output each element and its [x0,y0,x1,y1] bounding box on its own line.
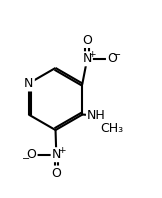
Text: N: N [82,52,92,65]
Text: O: O [82,34,92,47]
Text: O: O [107,52,117,65]
Text: CH₃: CH₃ [100,122,123,135]
Text: O: O [27,148,37,161]
Text: O: O [51,167,61,180]
Text: +: + [89,50,96,59]
Text: +: + [58,146,65,155]
Text: −: − [22,154,30,164]
Text: N: N [52,148,61,161]
Text: N: N [24,77,33,90]
Text: −: − [113,50,121,60]
Text: NH: NH [87,109,105,122]
